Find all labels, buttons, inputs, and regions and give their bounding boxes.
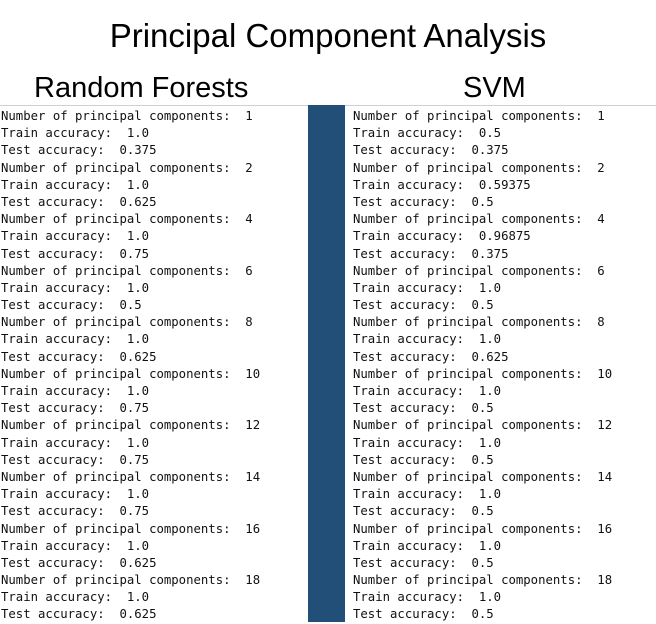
output-line: Test accuracy: 0.625 <box>1 555 157 570</box>
output-line: Number of principal components: 1 <box>1 109 253 123</box>
output-line: Test accuracy: 0.5 <box>353 607 494 622</box>
output-line: Train accuracy: 1.0 <box>1 280 150 295</box>
output-line: Test accuracy: 0.375 <box>353 246 509 261</box>
output-line: Test accuracy: 0.5 <box>353 452 494 467</box>
output-line: Number of principal components: 8 <box>1 315 253 330</box>
output-line: Test accuracy: 0.625 <box>1 194 157 209</box>
output-line: Number of principal components: 10 <box>353 366 613 381</box>
output-line: Number of principal components: 18 <box>353 573 613 588</box>
output-line: Test accuracy: 0.5 <box>353 555 494 570</box>
output-line: Number of principal components: 1 <box>353 109 605 123</box>
output-line: Train accuracy: 1.0 <box>1 126 150 141</box>
output-line: Test accuracy: 0.625 <box>353 349 509 364</box>
output-line: Train accuracy: 1.0 <box>353 487 502 502</box>
output-line: Train accuracy: 1.0 <box>1 177 150 192</box>
output-line: Test accuracy: 0.5 <box>353 504 494 519</box>
output-line: Test accuracy: 0.5 <box>353 194 494 209</box>
output-line: Number of principal components: 16 <box>353 521 613 536</box>
output-line: Train accuracy: 1.0 <box>1 435 150 450</box>
output-line: Train accuracy: 1.0 <box>1 487 150 502</box>
output-line: Test accuracy: 0.75 <box>1 452 150 467</box>
output-line: Test accuracy: 0.375 <box>353 143 509 158</box>
output-line: Test accuracy: 0.5 <box>353 298 494 313</box>
output-line: Train accuracy: 1.0 <box>353 384 502 398</box>
output-line: Number of principal components: 2 <box>353 160 605 175</box>
output-line: Test accuracy: 0.5 <box>1 298 142 313</box>
output-line: Train accuracy: 1.0 <box>353 280 502 295</box>
output-line: Train accuracy: 1.0 <box>353 435 502 450</box>
output-line: Train accuracy: 0.59375 <box>353 177 531 192</box>
output-line: Train accuracy: 1.0 <box>1 590 150 605</box>
output-line: Test accuracy: 0.625 <box>1 349 157 364</box>
output-line: Train accuracy: 1.0 <box>1 384 150 398</box>
output-line: Number of principal components: 6 <box>353 263 605 278</box>
output-line: Test accuracy: 0.75 <box>1 246 150 261</box>
output-line: Number of principal components: 10 <box>1 366 261 381</box>
output-line: Train accuracy: 0.5 <box>353 126 502 141</box>
output-line: Train accuracy: 1.0 <box>1 332 150 347</box>
random-forests-output: Number of principal components: 1 Train a… <box>1 108 260 624</box>
output-line: Train accuracy: 1.0 <box>1 538 150 553</box>
output-line: Number of principal components: 12 <box>1 418 261 433</box>
column-divider-bar <box>308 105 345 622</box>
output-line: Number of principal components: 2 <box>1 160 253 175</box>
output-line: Number of principal components: 6 <box>1 263 253 278</box>
column-heading-svm: SVM <box>463 72 526 104</box>
output-line: Test accuracy: 0.75 <box>1 401 150 416</box>
column-heading-random-forests: Random Forests <box>34 72 249 104</box>
output-line: Number of principal components: 4 <box>1 212 253 227</box>
output-line: Number of principal components: 18 <box>1 573 261 588</box>
output-line: Number of principal components: 12 <box>353 418 613 433</box>
output-line: Number of principal components: 16 <box>1 521 261 536</box>
output-line: Test accuracy: 0.75 <box>1 504 150 519</box>
output-line: Number of principal components: 14 <box>353 469 613 484</box>
output-line: Test accuracy: 0.375 <box>1 143 157 158</box>
output-line: Train accuracy: 1.0 <box>1 229 150 244</box>
page-title: Principal Component Analysis <box>109 17 547 54</box>
output-line: Train accuracy: 0.96875 <box>353 229 531 244</box>
output-line: Number of principal components: 14 <box>1 469 261 484</box>
output-line: Number of principal components: 8 <box>353 315 605 330</box>
output-line: Number of principal components: 4 <box>353 212 605 227</box>
output-line: Test accuracy: 0.625 <box>1 607 157 622</box>
svm-output: Number of principal components: 1 Train a… <box>353 108 612 624</box>
output-line: Test accuracy: 0.5 <box>353 401 494 416</box>
output-line: Train accuracy: 1.0 <box>353 538 502 553</box>
output-line: Train accuracy: 1.0 <box>353 332 502 347</box>
output-line: Train accuracy: 1.0 <box>353 590 502 605</box>
